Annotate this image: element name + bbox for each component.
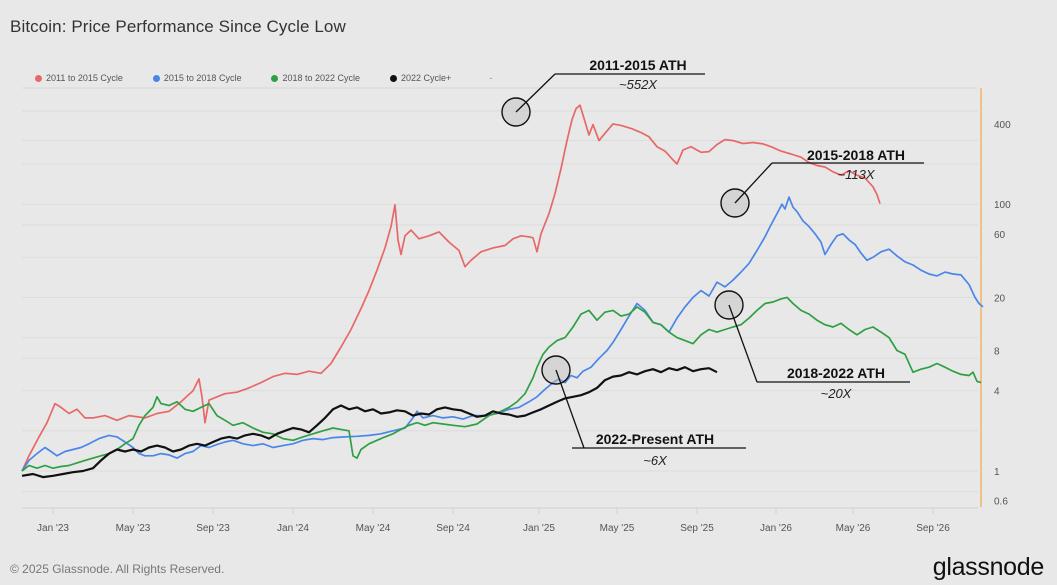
annotations: 2011-2015 ATH ~552X 2015-2018 ATH ~113X 2018… <box>501 57 924 468</box>
legend-label: 2018 to 2022 Cycle <box>282 73 361 83</box>
copyright: © 2025 Glassnode. All Rights Reserved. <box>10 562 225 576</box>
series-2022-cycle-line <box>21 366 718 479</box>
legend-item-2018-2022[interactable]: 2018 to 2022 Cycle <box>271 73 360 83</box>
x-tick-label: Sep '25 <box>680 523 714 534</box>
x-tick-label: May '23 <box>116 523 151 534</box>
leader-line <box>515 73 556 113</box>
x-tick-label: Sep '23 <box>196 523 230 534</box>
y-axis-ticks: 400 100 60 20 8 4 1 0.6 <box>994 120 1011 508</box>
legend-dot-icon <box>271 74 279 82</box>
series-2018-2022-line <box>21 296 982 472</box>
legend-item-2022-cycle[interactable]: 2022 Cycle+ <box>390 73 451 83</box>
annotation-title: 2011-2015 ATH <box>589 57 686 73</box>
x-tick-label: May '24 <box>356 523 391 534</box>
series-2015-2018-line <box>21 196 984 472</box>
y-tick-label: 0.6 <box>994 497 1008 508</box>
annotation-2015-2018-ath: 2015-2018 ATH ~113X <box>720 147 924 218</box>
legend-dot-icon <box>152 74 160 82</box>
y-tick-label: 100 <box>994 200 1011 211</box>
x-tick-label: Jan '26 <box>760 523 792 534</box>
x-tick-label: Jan '23 <box>37 523 69 534</box>
leader-line <box>728 304 758 383</box>
y-tick-label: 8 <box>994 347 1000 358</box>
annotation-multiple: ~6X <box>643 453 668 468</box>
annotation-multiple: ~20X <box>821 386 853 401</box>
x-tick-label: Sep '26 <box>916 523 950 534</box>
x-tick-label: May '25 <box>600 523 635 534</box>
y-tick-label: 20 <box>994 293 1006 304</box>
annotation-2011-2015-ath: 2011-2015 ATH ~552X <box>501 57 705 127</box>
annotation-title: 2015-2018 ATH <box>807 147 905 163</box>
y-tick-label: 60 <box>994 230 1006 241</box>
y-tick-label: 1 <box>994 467 1000 478</box>
annotation-2022-present-ath: 2022-Present ATH ~6X <box>541 355 746 468</box>
legend-extra: - <box>489 73 493 83</box>
x-tick-label: Jan '24 <box>277 523 309 534</box>
legend-label: 2022 Cycle+ <box>401 73 452 83</box>
annotation-2018-2022-ath: 2018-2022 ATH ~20X <box>714 290 910 401</box>
legend-item-2011-2015[interactable]: 2011 to 2015 Cycle <box>35 73 123 83</box>
y-tick-label: 4 <box>994 387 1000 398</box>
legend: 2011 to 2015 Cycle 2015 to 2018 Cycle 20… <box>35 73 492 83</box>
annotation-title: 2018-2022 ATH <box>787 365 885 381</box>
annotation-title: 2022-Present ATH <box>596 431 714 447</box>
gridlines <box>22 110 978 493</box>
series-2011-2015-line <box>21 104 881 472</box>
x-tick-label: Jan '25 <box>523 523 555 534</box>
legend-dot-icon <box>390 74 398 82</box>
legend-item-2015-2018[interactable]: 2015 to 2018 Cycle <box>152 73 242 83</box>
y-tick-label: 400 <box>994 120 1011 131</box>
leader-line <box>555 369 585 449</box>
legend-dot-icon <box>35 74 42 82</box>
x-axis-ticks: Jan '23 May '23 Sep '23 Jan '24 May '24 Sep '… <box>37 508 950 534</box>
annotation-multiple: ~113X <box>838 167 876 182</box>
x-tick-label: May '26 <box>836 523 871 534</box>
x-tick-label: Sep '24 <box>436 523 470 534</box>
glassnode-logo: glassnode <box>932 553 1045 581</box>
leader-line <box>734 162 773 204</box>
series-lines <box>21 104 984 479</box>
legend-label: 2015 to 2018 Cycle <box>163 73 242 83</box>
legend-label: 2011 to 2015 Cycle <box>46 73 123 83</box>
annotation-multiple: ~552X <box>619 77 658 92</box>
chart-title: Bitcoin: Price Performance Since Cycle L… <box>10 17 346 36</box>
